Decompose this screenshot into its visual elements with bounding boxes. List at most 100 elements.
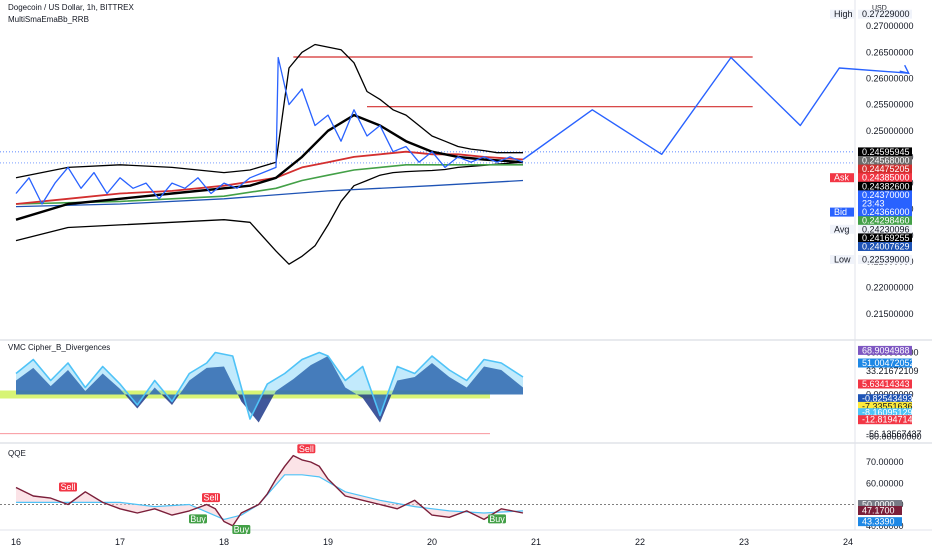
level-badge [858, 173, 912, 183]
main-price-pane[interactable] [0, 43, 910, 265]
level-badge [858, 233, 912, 243]
level-value: 0.24595945 [862, 147, 910, 157]
level-value: 23:43 [862, 199, 885, 209]
qqe-signal-label: Buy [190, 514, 206, 524]
level-tag-bg [830, 173, 854, 183]
time-tick-label: 21 [531, 537, 541, 547]
cipher-value-text: 51.00472052 [862, 358, 915, 368]
level-tag: Bid [834, 207, 847, 217]
cipher-value-badge [858, 401, 912, 411]
cipher-tick-label: -60.00000000 [866, 432, 922, 442]
bb-upper-line [15, 43, 523, 179]
qqe-value-badge [858, 500, 902, 509]
black-ma-line [15, 113, 524, 221]
level-tag-bg [830, 254, 854, 264]
price-tick-label: 0.21500000 [866, 309, 914, 319]
qqe-tick-label: 70.00000 [866, 457, 904, 467]
blue-ma-line [15, 179, 524, 208]
time-tick-label: 20 [427, 537, 437, 547]
qqe-signal-label: Sell [203, 493, 218, 503]
qqe-signal-badge [488, 514, 506, 524]
qqe-fast-line [16, 474, 524, 521]
cipher-axis[interactable]: 60.0000000033.216721090.00000000-56.1356… [858, 345, 922, 442]
qqe-tick-label: 60.00000 [866, 478, 904, 488]
cipher-tick-label: 33.21672109 [866, 366, 919, 376]
cipher-pane[interactable] [0, 351, 524, 435]
price-tick-label: 0.26000000 [866, 73, 914, 83]
cipher-value-text: -8.16095129 [862, 408, 913, 418]
level-value: 0.24366000 [862, 207, 910, 217]
qqe-signal-label: Buy [489, 514, 505, 524]
cipher-value-text: -0.82543493 [862, 394, 913, 404]
level-tag-bg [830, 9, 854, 19]
level-value: 0.24370000 [862, 190, 910, 200]
time-tick-label: 24 [843, 537, 853, 547]
cipher-value-badge [858, 394, 912, 404]
time-tick-label: 16 [11, 537, 21, 547]
qqe-signal-badge [297, 444, 316, 454]
level-badge [858, 156, 912, 166]
qqe-axis[interactable]: 70.0000060.0000050.0000040.0000050.00004… [858, 457, 904, 531]
level-value: 0.24568000 [862, 156, 910, 166]
level-value: 0.24298460 [862, 216, 910, 226]
symbol-title: Dogecoin / US Dollar, 1h, BITTREX [8, 3, 134, 12]
qqe-signal-badge [189, 514, 207, 524]
time-tick-label: 17 [115, 537, 125, 547]
level-tag: Avg [834, 224, 849, 234]
level-badge [858, 164, 912, 174]
bb-lower-line [15, 161, 524, 265]
projection-line [522, 56, 909, 161]
cipher-value-text: 5.63414343 [862, 379, 910, 389]
level-badge [858, 242, 912, 252]
price-line [15, 56, 524, 205]
level-tag: High [834, 9, 853, 19]
qqe-value-text: 50.0000 [862, 500, 895, 510]
cipher-wave1-line [15, 351, 524, 420]
level-value: 0.24475205 [862, 164, 910, 174]
price-tick-label: 0.27000000 [866, 21, 914, 31]
qqe-value-badge [858, 517, 902, 527]
qqe-value-badge [858, 506, 902, 516]
qqe-title: QQE [8, 449, 26, 458]
time-tick-label: 19 [323, 537, 333, 547]
level-tag-bg [830, 207, 854, 217]
qqe-value-text: 47.1700 [862, 506, 895, 516]
price-tick-label: 0.25000000 [866, 126, 914, 136]
qqe-signal-label: Sell [299, 444, 314, 454]
cipher-value-badge [858, 415, 912, 425]
cipher-value-badge [858, 358, 912, 368]
time-tick-label: 22 [635, 537, 645, 547]
qqe-main-line [15, 454, 524, 527]
level-tag: Ask [834, 173, 850, 183]
level-badge [858, 9, 912, 19]
level-badge [858, 190, 912, 200]
level-value: 0.24007629 [862, 242, 910, 252]
price-tick-label: 0.22000000 [866, 283, 914, 293]
qqe-signal-label: Sell [60, 482, 75, 492]
qqe-signal-badge [232, 525, 251, 534]
time-axis[interactable]: 16 17 18 19 20 21 22 23 24 [11, 537, 853, 547]
qqe-pane[interactable]: Sell Sell Buy Buy Sell Buy [0, 444, 855, 535]
level-badge [858, 199, 912, 209]
level-value: 0.22539000 [862, 254, 910, 264]
cipher-value-text: 68.9094988 [862, 345, 910, 355]
level-badge [858, 207, 912, 217]
level-tag-bg [830, 224, 854, 234]
cipher-wave2-area [16, 356, 523, 423]
projection-arrowhead [899, 64, 910, 75]
level-badge [858, 147, 912, 157]
level-value: 0.24169255 [862, 233, 910, 243]
time-tick-label: 23 [739, 537, 749, 547]
level-tag: Low [834, 254, 851, 264]
level-badge [858, 216, 912, 226]
time-tick-label: 18 [219, 537, 229, 547]
level-value: 0.24230096 [862, 224, 910, 234]
qqe-signal-badge [59, 482, 77, 492]
qqe-signal-badge [202, 493, 220, 503]
green-ma-line [15, 164, 523, 205]
level-value: 0.24382600 [862, 181, 910, 191]
level-badge [858, 181, 912, 191]
qqe-signal-label: Buy [234, 525, 250, 535]
